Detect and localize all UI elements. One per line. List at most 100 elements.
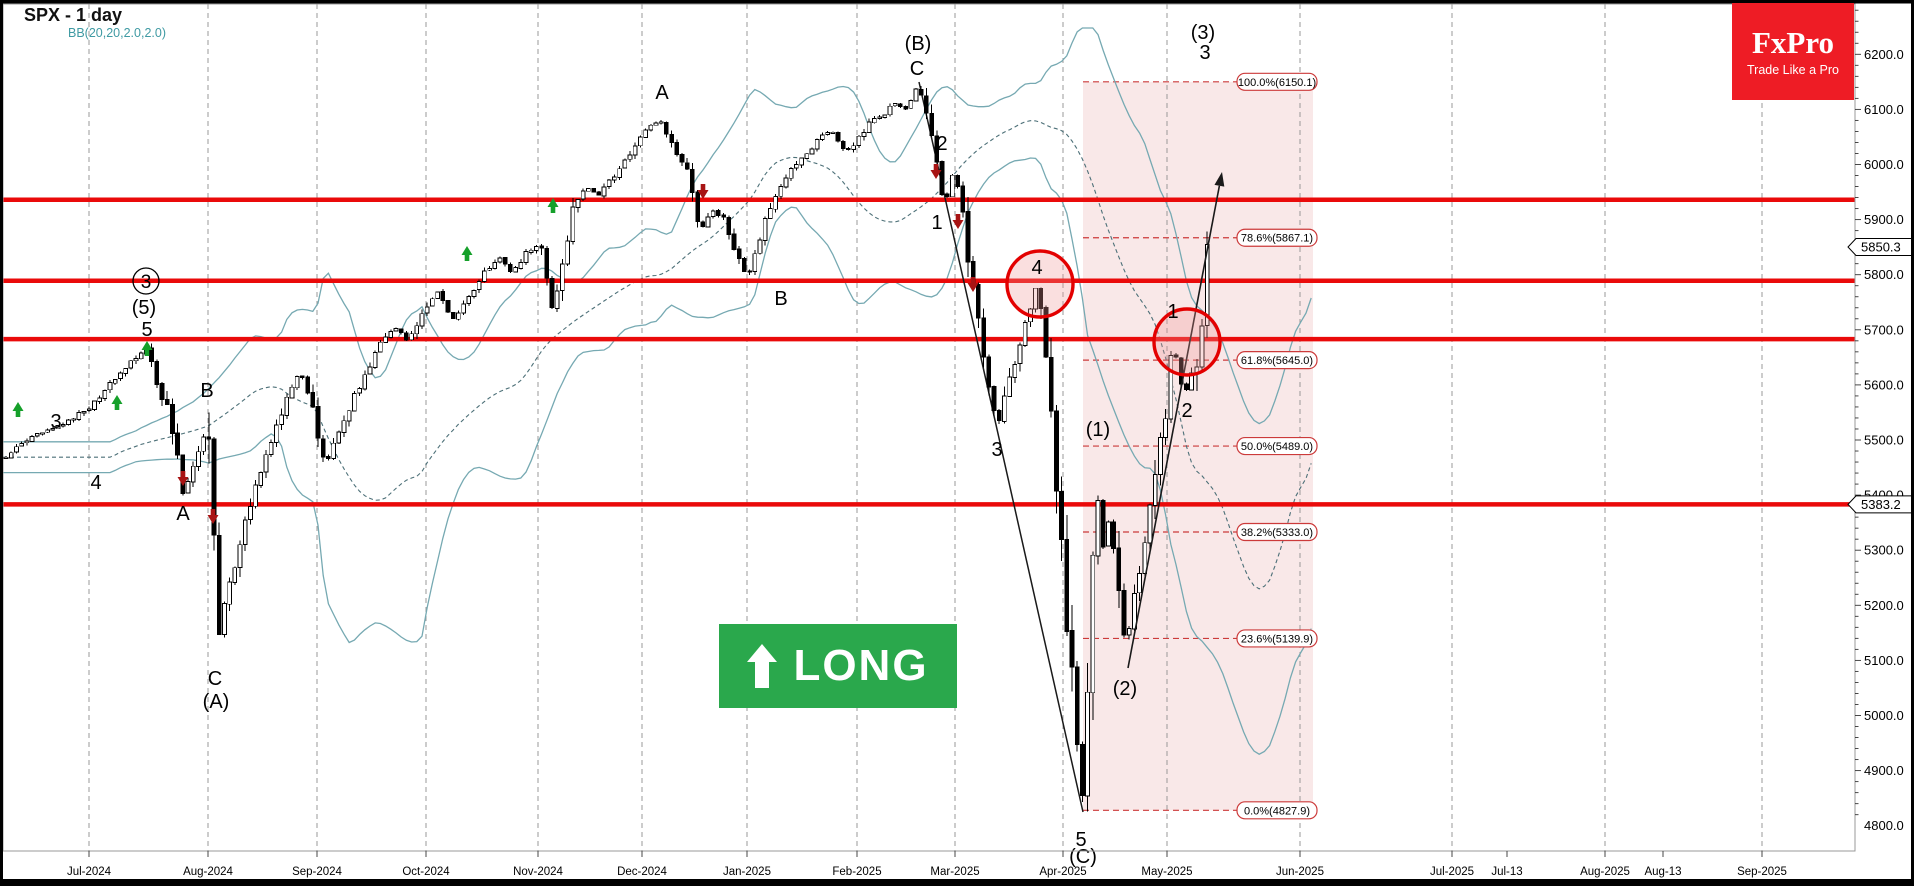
sell-arrow-icon: [207, 509, 219, 524]
candle-body: [700, 221, 706, 227]
candle-body: [154, 361, 160, 385]
sell-arrow-icon: [697, 184, 709, 199]
candle-body: [866, 121, 872, 133]
candle-body: [362, 374, 368, 390]
x-axis-label: Dec-2024: [617, 866, 667, 878]
candle-body: [440, 291, 446, 302]
x-axis-label: Jul-13: [1491, 866, 1522, 878]
candle-body: [690, 169, 695, 193]
wave-label: C: [910, 58, 924, 80]
x-axis-label: Aug-13: [1644, 866, 1681, 878]
candle-body: [643, 129, 648, 138]
candle-body: [996, 409, 1002, 422]
candles-layer: [3, 86, 1210, 812]
candle-body: [294, 375, 300, 389]
candle-body: [419, 313, 425, 327]
candle-body: [768, 208, 773, 219]
wave-label: (1): [1086, 419, 1110, 441]
candle-body: [1163, 418, 1168, 438]
wave-label: 1: [1167, 301, 1178, 323]
x-axis-label: Jul-2025: [1430, 866, 1474, 878]
candle-body: [560, 263, 565, 291]
wave-label: 1: [931, 212, 942, 234]
candle-body: [107, 382, 113, 391]
long-signal-label: LONG: [793, 641, 929, 690]
candle-body: [268, 441, 274, 455]
candle-body: [8, 452, 14, 459]
highlight-circle: [1152, 307, 1222, 377]
candle-body: [783, 177, 789, 188]
candle-body: [476, 281, 482, 290]
price-tag-level: 5383.2: [1847, 495, 1913, 514]
y-axis-label: 5200.0: [1864, 598, 1904, 613]
wave-label: 3: [50, 411, 61, 433]
candle-body: [81, 410, 87, 414]
candle-body: [632, 145, 638, 156]
wave-label: B: [200, 380, 213, 402]
candle-body: [939, 160, 945, 196]
candle-body: [253, 484, 258, 507]
buy-arrow-icon: [141, 341, 153, 356]
candle-body: [627, 154, 633, 160]
candle-body: [554, 290, 560, 309]
candle-body: [762, 218, 768, 241]
candle-body: [653, 122, 659, 126]
candle-body: [346, 410, 352, 422]
candle-body: [60, 423, 66, 427]
candle-body: [924, 95, 929, 114]
candle-body: [648, 124, 654, 131]
candle-body: [534, 245, 539, 252]
candle-body: [112, 378, 118, 384]
candle-body: [950, 174, 955, 198]
fib-label-box: [1236, 629, 1318, 648]
candle-body: [976, 283, 981, 319]
candle-body: [424, 306, 430, 314]
candle-body: [471, 289, 477, 297]
candle-body: [50, 428, 56, 431]
candle-body: [237, 544, 243, 569]
candle-body: [986, 356, 992, 388]
wave-label: (B): [905, 33, 932, 55]
fib-label-box: [1236, 72, 1318, 91]
candle-body: [508, 263, 513, 273]
buy-arrow-icon: [547, 198, 559, 213]
candle-body: [92, 400, 97, 410]
candle-body: [1184, 383, 1189, 391]
y-axis-label: 5000.0: [1864, 708, 1904, 723]
x-axis-label: Aug-2025: [1580, 866, 1630, 878]
candle-body: [216, 535, 222, 635]
candle-body: [102, 389, 108, 399]
fib-label-text: 50.0%(5489.0): [1241, 441, 1313, 453]
wave-label: 5: [1075, 829, 1086, 851]
candle-body: [222, 603, 227, 635]
candle-body: [726, 216, 732, 235]
candle-body: [1173, 354, 1179, 358]
candle-body: [887, 105, 893, 116]
candle-body: [190, 465, 196, 483]
candle-body: [716, 210, 721, 217]
candle-body: [1069, 630, 1075, 668]
candle-body: [814, 139, 820, 150]
border-left: [0, 0, 3, 886]
candle-body: [638, 136, 643, 147]
candle-body: [284, 396, 290, 417]
candle-body: [1111, 521, 1116, 550]
candle-body: [825, 132, 830, 136]
candle-body: [1152, 474, 1158, 507]
y-axis-label: 5100.0: [1864, 653, 1904, 668]
candle-body: [570, 206, 576, 242]
candle-body: [149, 347, 154, 363]
candle-body: [612, 176, 617, 181]
candle-body: [97, 397, 102, 402]
y-axis-label: 5600.0: [1864, 377, 1904, 392]
candle-body: [991, 386, 997, 412]
candle-body: [835, 131, 841, 142]
chart-title: SPX - 1 day: [24, 5, 123, 25]
candle-body: [778, 186, 784, 197]
fib-label-text: 38.2%(5333.0): [1241, 527, 1313, 539]
candle-body: [398, 328, 404, 334]
wave-label: A: [176, 503, 190, 525]
candle-body: [196, 451, 201, 468]
